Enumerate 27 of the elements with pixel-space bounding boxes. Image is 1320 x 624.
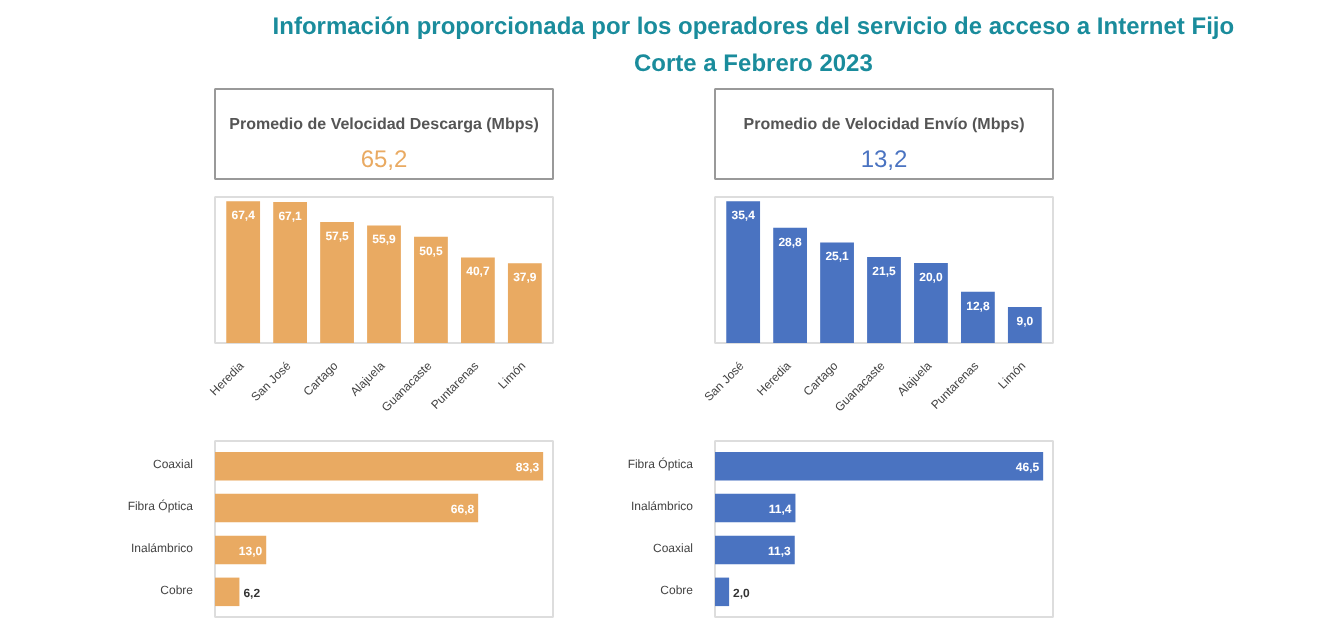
bar — [914, 262, 948, 343]
bar — [460, 257, 495, 343]
bar — [273, 201, 308, 343]
bar — [215, 577, 240, 607]
bar — [867, 256, 901, 343]
bar — [215, 493, 479, 523]
text: Corte a Febrero 2023 — [634, 48, 874, 77]
bar — [715, 493, 796, 523]
bar — [226, 201, 261, 343]
bar — [726, 201, 761, 343]
bar — [507, 263, 542, 343]
bar — [215, 451, 544, 481]
bar — [820, 242, 854, 343]
bar — [773, 227, 808, 343]
bar — [715, 577, 730, 607]
bar — [715, 451, 1044, 481]
bar — [367, 225, 401, 343]
bar — [715, 535, 795, 565]
bar — [960, 291, 995, 343]
text: Promedio de Velocidad Envío (Mbps) — [743, 114, 1026, 133]
bar — [320, 222, 354, 343]
text: 13,2 — [860, 145, 909, 173]
bar — [414, 236, 448, 343]
text: 65,2 — [360, 145, 409, 173]
text: Promedio de Velocidad Descarga (Mbps) — [229, 114, 540, 133]
text: Información proporcionada por los operadores del servicio de acceso a Internet Fijo — [272, 11, 1235, 40]
bar — [1007, 306, 1042, 343]
